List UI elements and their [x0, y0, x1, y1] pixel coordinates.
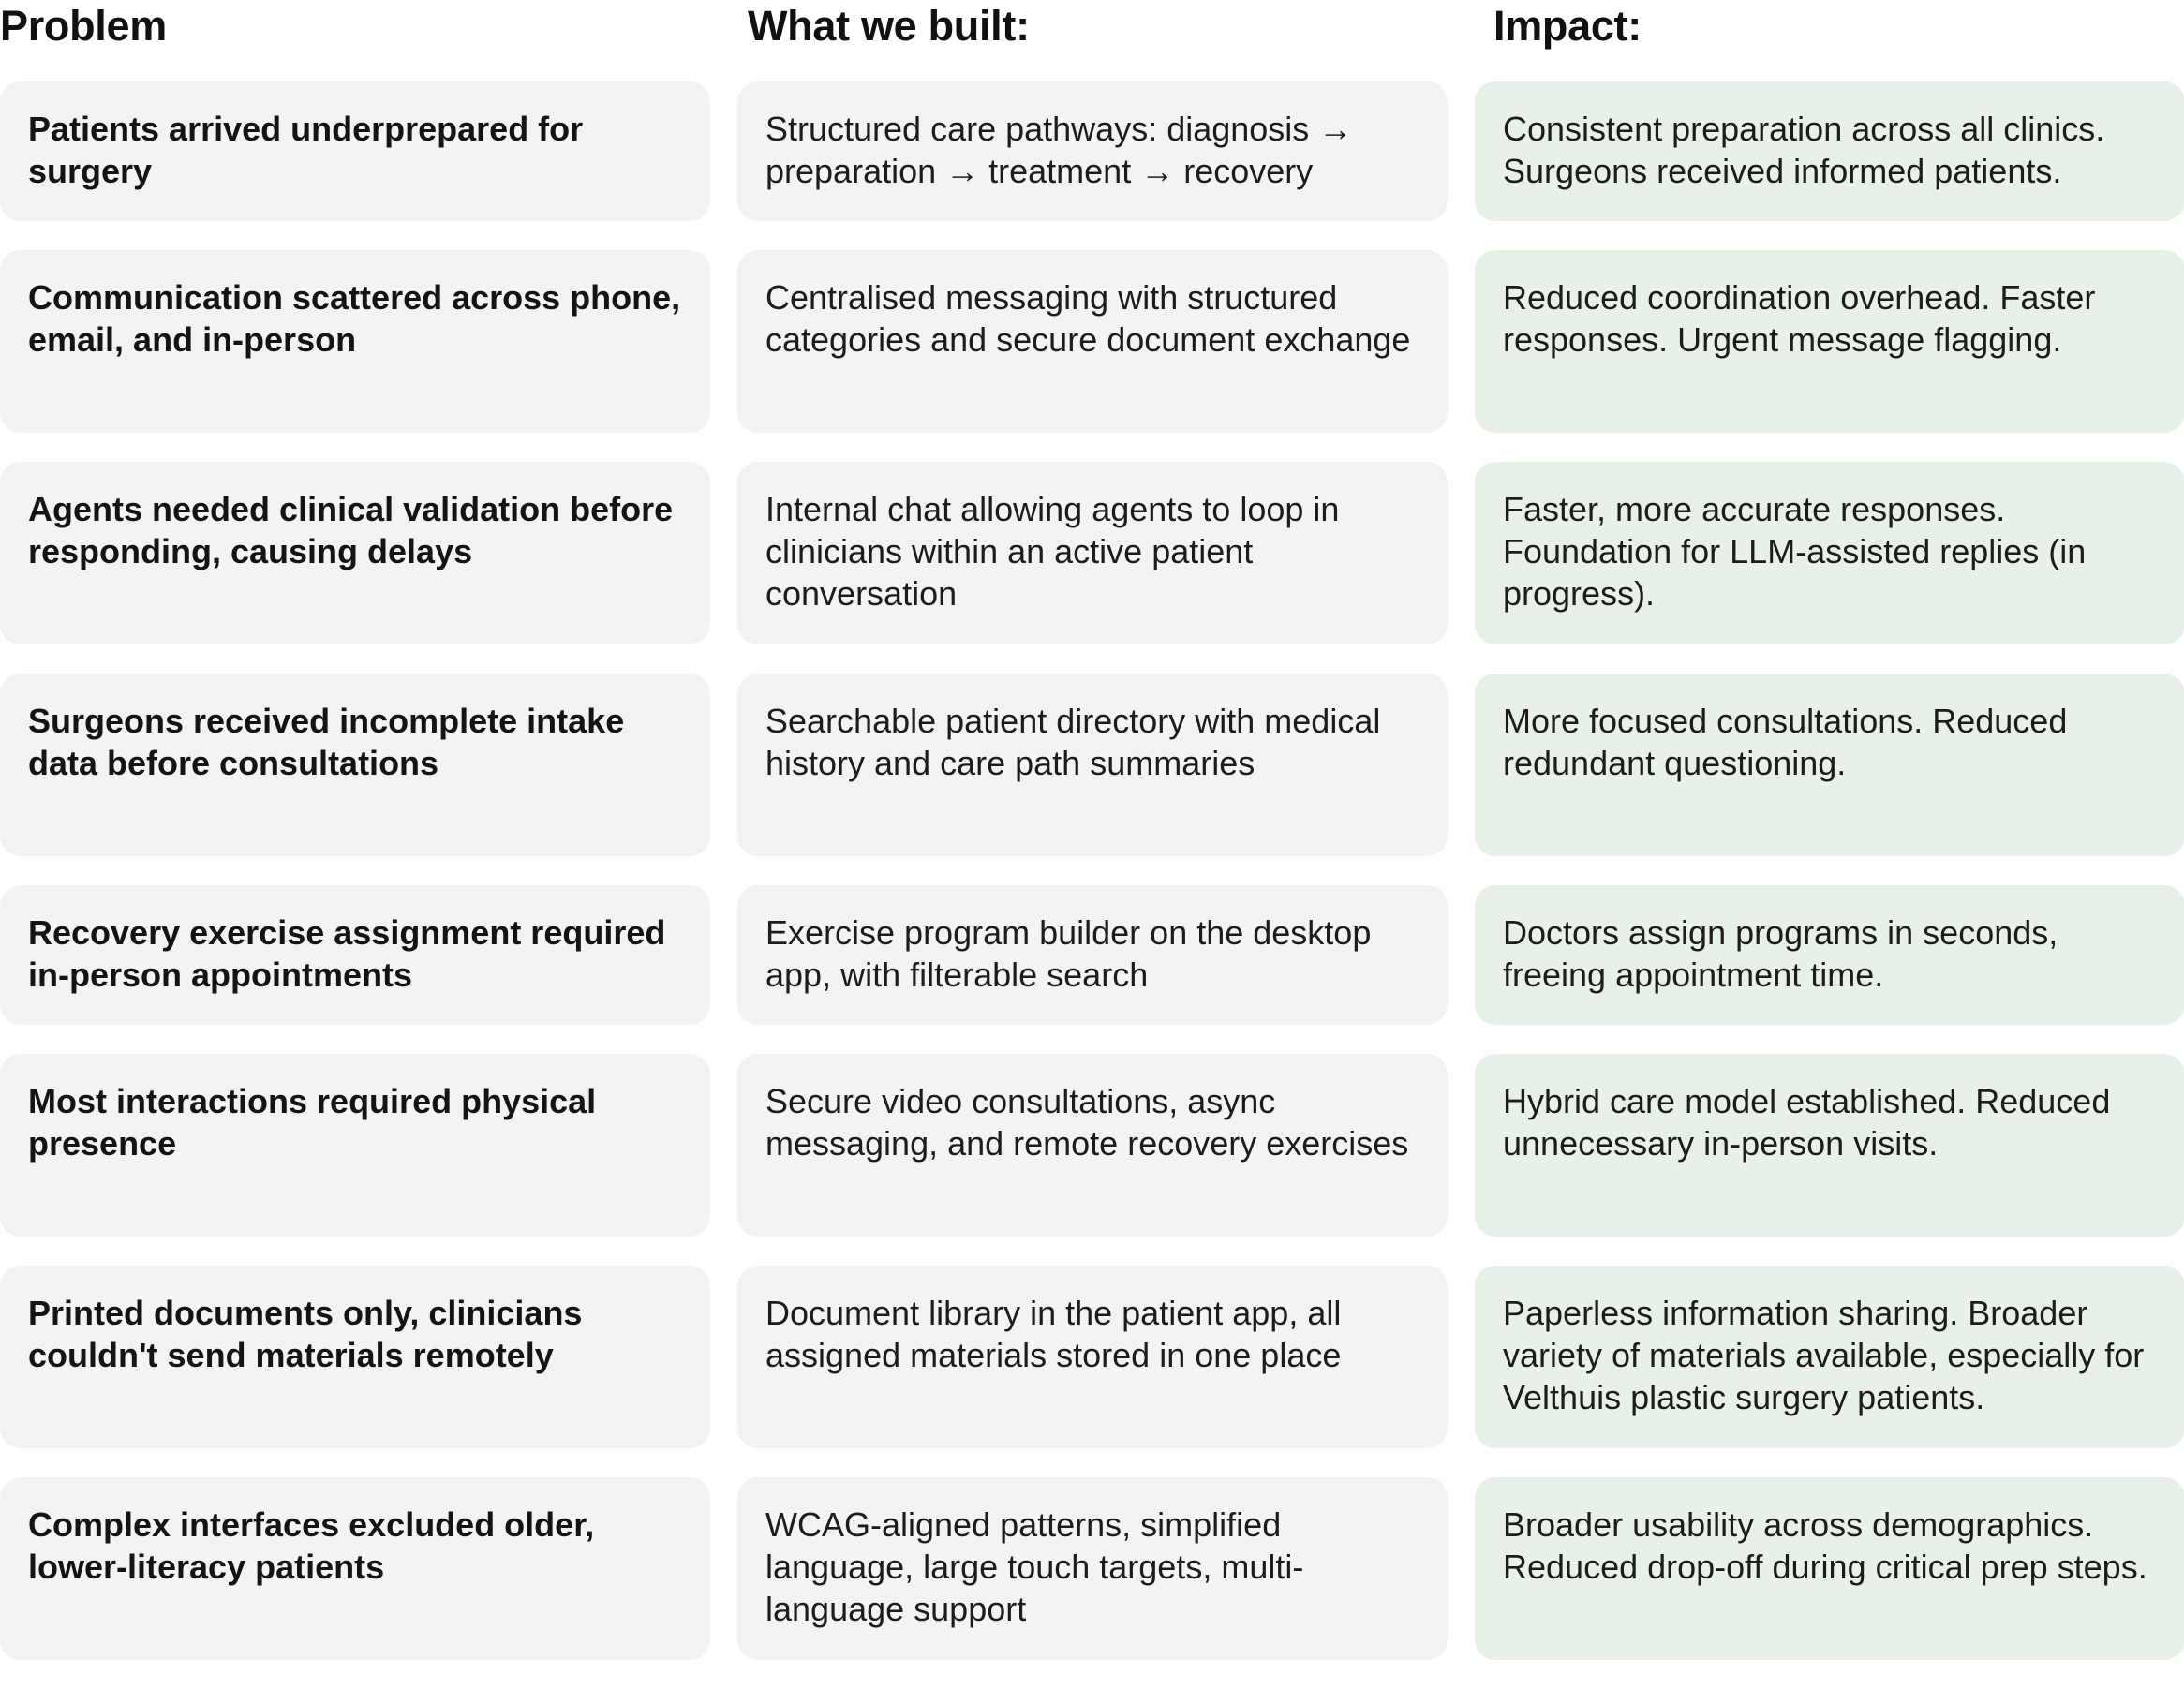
- built-card: Exercise program builder on the desktop …: [737, 885, 1448, 1025]
- impact-card: Paperless information sharing. Broader v…: [1475, 1266, 2184, 1448]
- impact-card: Consistent preparation across all clinic…: [1475, 81, 2184, 221]
- built-card: Internal chat allowing agents to loop in…: [737, 462, 1448, 644]
- column-headers: Problem What we built: Impact:: [0, 0, 2184, 54]
- built-card: WCAG-aligned patterns, simplified langua…: [737, 1477, 1448, 1660]
- problem-card: Recovery exercise assignment required in…: [0, 885, 710, 1025]
- built-card: Document library in the patient app, all…: [737, 1266, 1448, 1448]
- built-card: Searchable patient directory with medica…: [737, 674, 1448, 856]
- problem-card: Patients arrived underprepared for surge…: [0, 81, 710, 221]
- problem-card: Communication scattered across phone, em…: [0, 250, 710, 433]
- impact-card: Faster, more accurate responses. Foundat…: [1475, 462, 2184, 644]
- impact-card: Hybrid care model established. Reduced u…: [1475, 1054, 2184, 1237]
- problem-card: Printed documents only, clinicians could…: [0, 1266, 710, 1448]
- problem-card: Surgeons received incomplete intake data…: [0, 674, 710, 856]
- impact-card: Doctors assign programs in seconds, free…: [1475, 885, 2184, 1025]
- header-what-we-built: What we built:: [748, 2, 1030, 50]
- impact-card: More focused consultations. Reduced redu…: [1475, 674, 2184, 856]
- problem-card: Most interactions required physical pres…: [0, 1054, 710, 1237]
- built-card: Centralised messaging with structured ca…: [737, 250, 1448, 433]
- built-card: Secure video consultations, async messag…: [737, 1054, 1448, 1237]
- problem-card: Agents needed clinical validation before…: [0, 462, 710, 644]
- header-impact: Impact:: [1493, 2, 1642, 50]
- impact-card: Reduced coordination overhead. Faster re…: [1475, 250, 2184, 433]
- problem-card: Complex interfaces excluded older, lower…: [0, 1477, 710, 1660]
- header-problem: Problem: [0, 2, 167, 50]
- built-card: Structured care pathways: diagnosis → pr…: [737, 81, 1448, 221]
- comparison-grid: Patients arrived underprepared for surge…: [0, 81, 2184, 1689]
- impact-card: Broader usability across demographics. R…: [1475, 1477, 2184, 1660]
